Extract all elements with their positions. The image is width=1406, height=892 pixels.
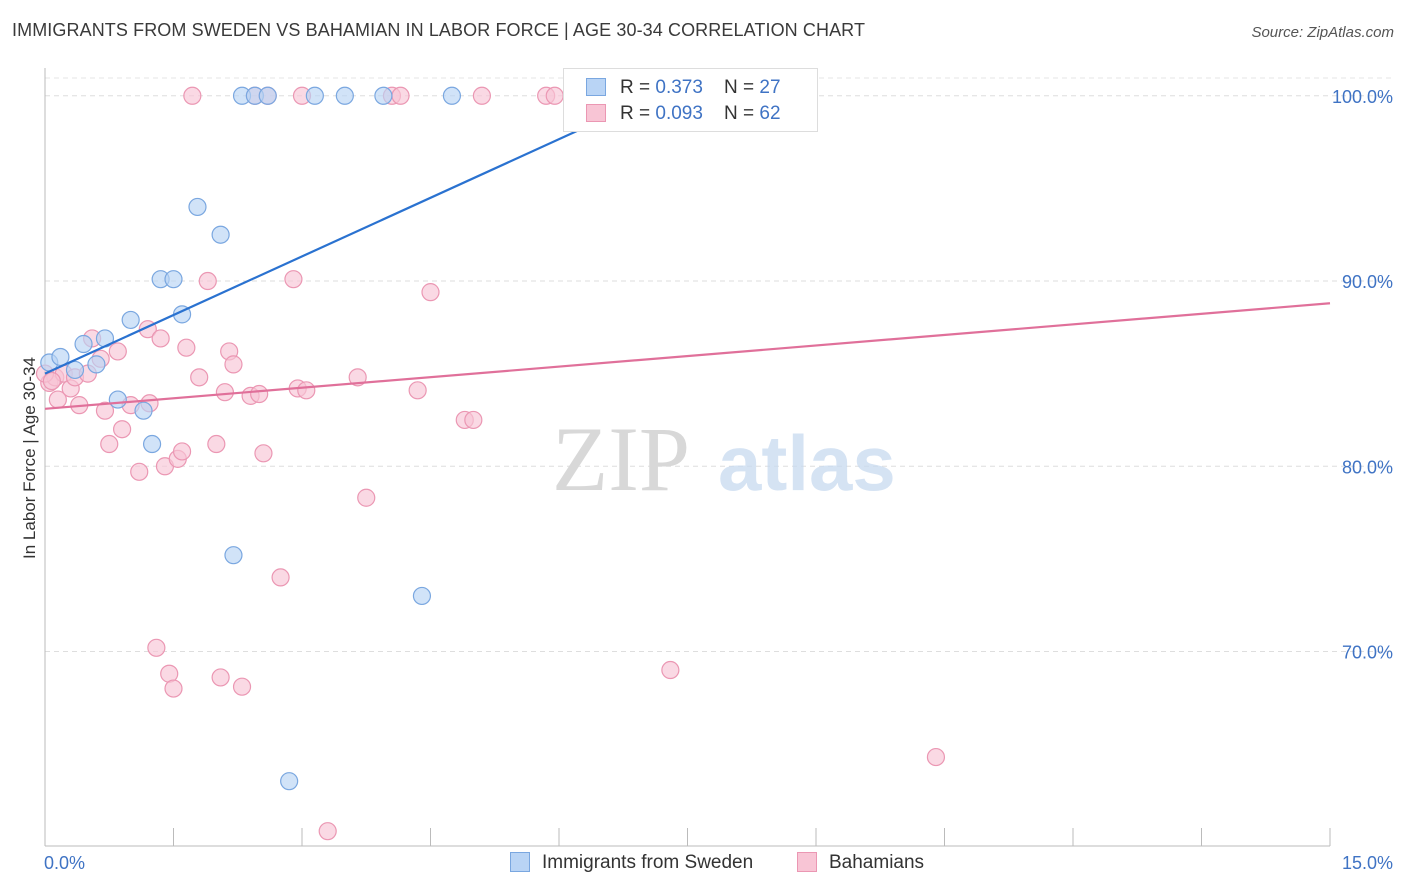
x-tick-max: 15.0% — [1341, 853, 1393, 873]
sweden-point — [442, 86, 462, 105]
bahamians-point — [318, 822, 337, 841]
axes — [44, 68, 1331, 847]
legend-bahamians-swatch — [797, 852, 817, 872]
sweden-points — [40, 86, 676, 791]
y-tick-labels: 70.0% 80.0% 90.0% 100.0% — [1332, 87, 1393, 663]
bahamians-point — [661, 660, 680, 680]
stats-row-sweden: R = 0.373 N = 27 — [586, 77, 781, 101]
legend-sweden-label: Immigrants from Sweden — [542, 852, 754, 873]
bahamians-point — [190, 368, 209, 387]
sweden-point — [374, 86, 393, 105]
bahamians-point — [250, 384, 269, 404]
y-tick-label: 80.0% — [1342, 457, 1393, 477]
sweden-point — [211, 225, 230, 244]
legend-sweden-swatch — [510, 852, 530, 872]
sweden-trend-line — [44, 87, 671, 375]
sweden-point — [121, 310, 140, 330]
bahamians-point — [357, 488, 376, 507]
sweden-point — [134, 401, 153, 420]
bahamians-point — [151, 329, 170, 348]
source-credit: Source: ZipAtlas.com — [1251, 24, 1394, 41]
stats-row-bahamians: R = 0.093 N = 62 — [586, 103, 781, 127]
legend-item-bahamians: Bahamians — [797, 852, 924, 874]
trend-lines — [44, 87, 1331, 410]
bahamians-point — [211, 668, 230, 687]
bahamians-point — [408, 381, 427, 400]
bahamians-points — [35, 86, 946, 841]
sweden-point — [65, 360, 85, 380]
sweden-point — [188, 197, 207, 217]
bahamians-point — [421, 283, 440, 302]
bahamians-r-value: 0.093 — [655, 103, 703, 124]
bahamians-point — [108, 342, 127, 361]
bahamians-point — [183, 86, 202, 105]
sweden-point — [412, 586, 432, 606]
bahamians-point — [164, 679, 183, 698]
watermark-zip: ZIP — [552, 408, 690, 510]
y-axis-label: In Labor Force | Age 30-34 — [20, 357, 39, 559]
bahamians-point — [545, 86, 564, 105]
bahamians-point — [232, 677, 252, 696]
bahamians-point — [172, 442, 192, 461]
sweden-point — [142, 434, 162, 454]
sweden-point — [335, 86, 354, 105]
bahamians-point — [926, 747, 946, 767]
bahamians-n-value: 62 — [759, 103, 781, 124]
legend-item-sweden: Immigrants from Sweden — [510, 852, 753, 874]
bahamians-point — [42, 371, 61, 391]
stats-legend: R = 0.373 N = 27 R = 0.093 N = 62 — [563, 68, 818, 132]
bahamians-trend-line — [44, 302, 1331, 410]
bahamians-point — [95, 401, 115, 420]
bahamians-point — [348, 368, 367, 387]
bahamians-point — [207, 434, 226, 454]
bahamians-point — [198, 271, 217, 291]
sweden-point — [305, 86, 324, 105]
watermark-atlas: atlas — [718, 419, 896, 507]
legend-bahamians-label: Bahamians — [829, 852, 925, 873]
sweden-n-value: 27 — [759, 77, 781, 98]
sweden-point — [74, 334, 93, 354]
bahamians-point — [215, 383, 234, 402]
bahamians-point — [284, 270, 303, 289]
bahamians-point — [271, 568, 290, 587]
bahamians-point — [254, 444, 273, 463]
sweden-point — [87, 355, 106, 374]
y-tick-label: 90.0% — [1342, 272, 1393, 292]
bahamians-point — [297, 381, 316, 400]
bahamians-point — [147, 638, 166, 657]
sweden-point — [108, 390, 127, 409]
bahamians-point — [391, 86, 410, 105]
bahamians-point — [130, 462, 149, 481]
sweden-r-value: 0.373 — [655, 77, 703, 98]
sweden-point — [280, 772, 299, 791]
bahamians-point — [112, 420, 132, 439]
bahamians-point — [224, 355, 243, 374]
bahamians-point — [100, 434, 119, 454]
bahamians-swatch — [586, 104, 606, 122]
sweden-point — [164, 270, 183, 289]
sweden-point — [224, 546, 243, 565]
gridlines — [45, 77, 1395, 652]
bahamians-point — [177, 338, 196, 357]
bahamians-point — [472, 86, 491, 105]
y-tick-label: 100.0% — [1332, 87, 1393, 107]
x-tick-min: 0.0% — [44, 853, 86, 873]
sweden-swatch — [586, 78, 606, 96]
sweden-point — [258, 86, 277, 105]
chart-title: IMMIGRANTS FROM SWEDEN VS BAHAMIAN IN LA… — [12, 20, 866, 40]
bahamians-point — [464, 410, 483, 430]
y-tick-label: 70.0% — [1342, 643, 1393, 663]
